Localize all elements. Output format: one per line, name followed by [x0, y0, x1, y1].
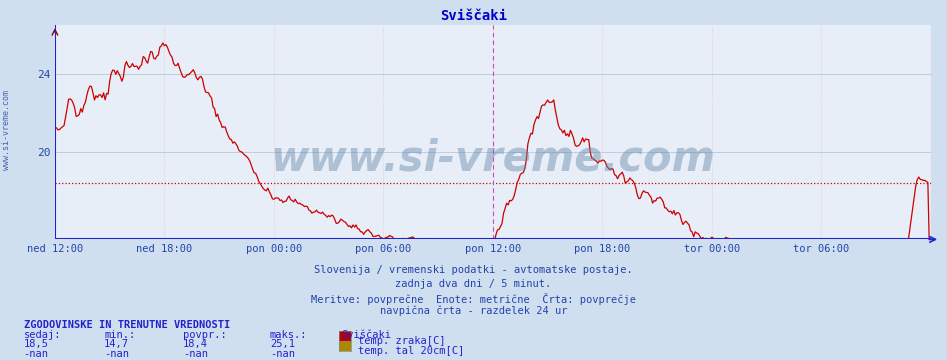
Text: 25,1: 25,1 — [270, 339, 295, 349]
Text: zadnja dva dni / 5 minut.: zadnja dva dni / 5 minut. — [396, 279, 551, 289]
Text: povpr.:: povpr.: — [183, 330, 226, 341]
Text: Sviščaki: Sviščaki — [440, 9, 507, 23]
Text: sedaj:: sedaj: — [24, 330, 62, 341]
Text: www.si-vreme.com: www.si-vreme.com — [271, 137, 715, 179]
Text: 18,5: 18,5 — [24, 339, 48, 349]
Text: 14,7: 14,7 — [104, 339, 129, 349]
Text: min.:: min.: — [104, 330, 135, 341]
Text: Slovenija / vremenski podatki - avtomatske postaje.: Slovenija / vremenski podatki - avtomats… — [314, 265, 633, 275]
Text: -nan: -nan — [270, 349, 295, 359]
Text: -nan: -nan — [183, 349, 207, 359]
Text: -nan: -nan — [104, 349, 129, 359]
Text: temp. tal 20cm[C]: temp. tal 20cm[C] — [358, 346, 464, 356]
Text: 18,4: 18,4 — [183, 339, 207, 349]
Text: Sviščaki: Sviščaki — [341, 330, 391, 341]
Text: ZGODOVINSKE IN TRENUTNE VREDNOSTI: ZGODOVINSKE IN TRENUTNE VREDNOSTI — [24, 320, 230, 330]
Text: www.si-vreme.com: www.si-vreme.com — [2, 90, 11, 170]
Text: navpična črta - razdelek 24 ur: navpična črta - razdelek 24 ur — [380, 306, 567, 316]
Text: Meritve: povprečne  Enote: metrične  Črta: povprečje: Meritve: povprečne Enote: metrične Črta:… — [311, 293, 636, 305]
Text: maks.:: maks.: — [270, 330, 308, 341]
Text: temp. zraka[C]: temp. zraka[C] — [358, 336, 445, 346]
Text: -nan: -nan — [24, 349, 48, 359]
